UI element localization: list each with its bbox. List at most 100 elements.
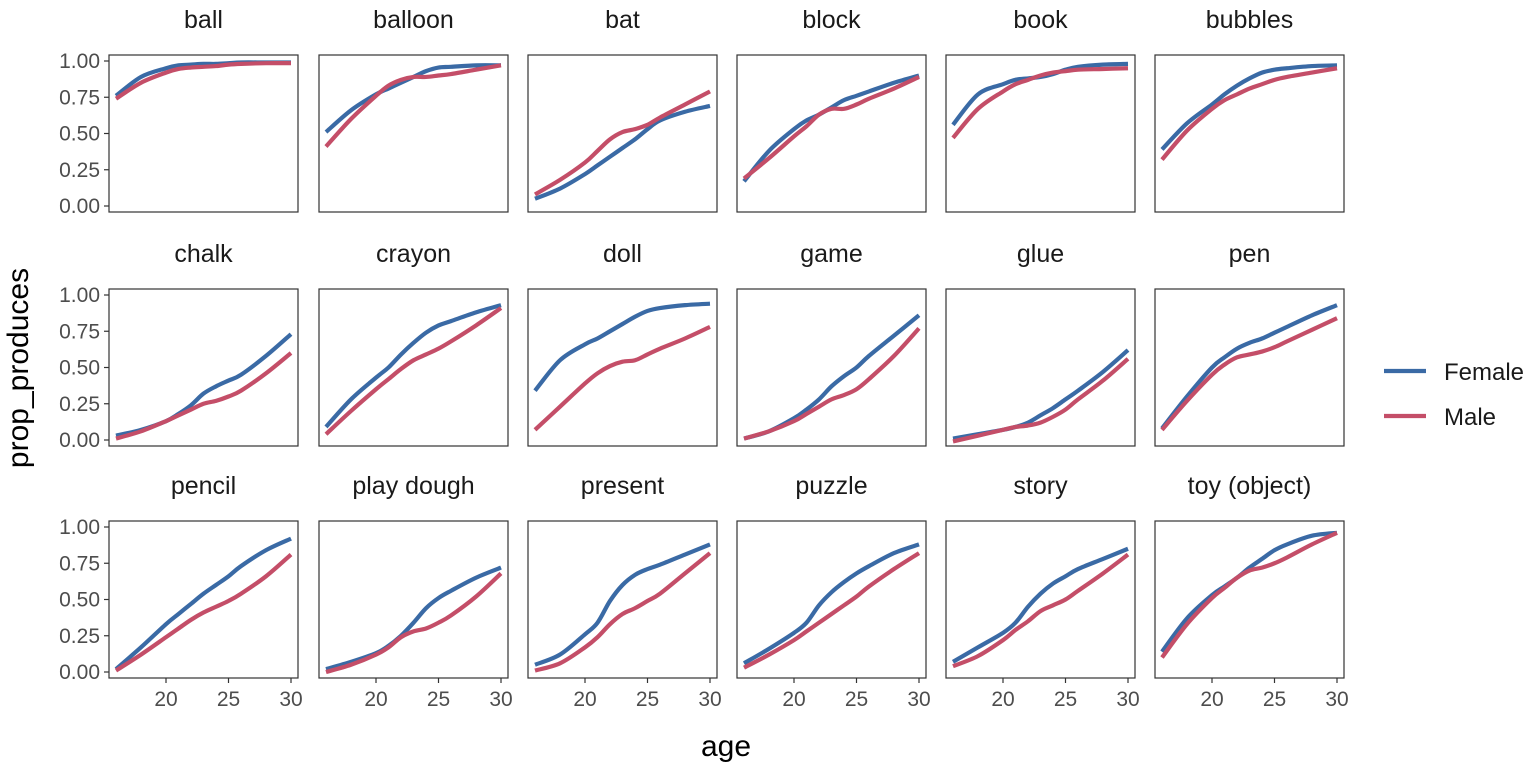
facet-title: pen: [1229, 240, 1271, 268]
facet-title: doll: [603, 240, 642, 268]
series-line-female: [1160, 530, 1338, 653]
facet-title: glue: [1017, 240, 1064, 268]
facet-title: book: [1013, 6, 1068, 34]
facet-title: pencil: [171, 472, 236, 500]
facet-title: play dough: [352, 472, 474, 500]
series-line-female: [742, 542, 920, 666]
facet-panels: ball 0.00 0.25 0.50 0.75 1.00 balloon bat block b…: [59, 6, 1349, 711]
panel-frame: [1154, 520, 1345, 679]
y-tick-label: 0.75: [59, 320, 100, 343]
series-line-female: [1160, 63, 1338, 151]
y-tick-label: 0.50: [59, 123, 100, 146]
series-line-male: [1160, 530, 1338, 659]
series-line-male: [114, 552, 293, 673]
y-tick-label: 0.00: [59, 429, 100, 452]
y-tick-label: 0.75: [59, 552, 100, 575]
x-tick-label: 25: [636, 688, 659, 711]
facet-panel-play-dough: play dough 20 25 30: [318, 472, 513, 711]
facet-title: bat: [605, 6, 640, 34]
series-line-male: [324, 306, 503, 436]
x-tick-label: 30: [907, 688, 930, 711]
series-line-male: [952, 357, 1130, 444]
facet-panel-balloon: balloon: [318, 6, 509, 213]
x-tick-label: 25: [1263, 688, 1286, 711]
series-line-male: [742, 75, 920, 181]
series-line-male: [743, 326, 921, 441]
facet-title: toy (object): [1188, 472, 1312, 500]
facet-title: crayon: [376, 240, 451, 268]
panel-frame: [736, 54, 927, 213]
panel-frame: [527, 288, 718, 447]
facet-panel-toy-object: toy (object) 20 25 30: [1154, 472, 1349, 711]
x-tick-label: 25: [1054, 688, 1077, 711]
series-line-male: [951, 66, 1129, 140]
y-tick-label: 0.25: [59, 159, 100, 182]
x-tick-label: 20: [364, 688, 387, 711]
series-line-female: [534, 542, 711, 667]
facet-panel-chalk: chalk 0.00 0.25 0.50 0.75 1.00: [59, 240, 299, 452]
legend-label-male: Male: [1444, 404, 1496, 431]
x-axis-title: age: [701, 730, 751, 763]
x-tick-label: 20: [1200, 688, 1223, 711]
facet-panel-story: story 20 25 30: [945, 472, 1140, 711]
x-tick-label: 20: [573, 688, 596, 711]
facet-panel-game: game: [736, 240, 927, 447]
facet-panel-crayon: crayon: [318, 240, 509, 447]
facet-title: story: [1013, 472, 1068, 500]
y-tick-label: 0.75: [59, 86, 100, 109]
facet-panel-block: block: [736, 6, 927, 213]
panel-frame: [736, 520, 927, 679]
x-tick-label: 30: [1325, 688, 1348, 711]
facet-title: game: [800, 240, 863, 268]
series-line-male: [1160, 66, 1338, 161]
series-line-female: [533, 301, 711, 393]
facet-panel-puzzle: puzzle 20 25 30: [736, 472, 931, 711]
x-tick-label: 20: [782, 688, 805, 711]
y-tick-label: 1.00: [59, 50, 100, 73]
series-line-male: [533, 89, 711, 197]
facet-panel-present: present 20 25 30: [527, 472, 722, 711]
panel-frame: [318, 54, 509, 213]
facet-title: balloon: [373, 6, 454, 34]
y-tick-label: 0.50: [59, 589, 100, 612]
panel-frame: [318, 288, 509, 447]
y-tick-label: 0.50: [59, 357, 100, 380]
panel-frame: [527, 520, 718, 679]
series-line-male: [743, 551, 921, 670]
x-tick-label: 20: [154, 688, 177, 711]
facet-panel-glue: glue: [945, 240, 1136, 447]
x-tick-label: 25: [845, 688, 868, 711]
panel-frame: [318, 520, 509, 679]
facet-title: chalk: [174, 240, 233, 268]
y-tick-label: 1.00: [59, 516, 100, 539]
facet-title: block: [802, 6, 861, 34]
series-line-female: [1160, 303, 1338, 430]
facet-title: puzzle: [795, 472, 867, 500]
panel-frame: [108, 288, 299, 447]
x-tick-label: 30: [279, 688, 302, 711]
x-tick-label: 20: [991, 688, 1014, 711]
facet-title: bubbles: [1206, 6, 1294, 34]
facet-title: ball: [184, 6, 223, 34]
facet-panel-bat: bat: [527, 6, 718, 213]
series-line-male: [952, 552, 1130, 669]
facet-panel-ball: ball 0.00 0.25 0.50 0.75 1.00: [59, 6, 299, 218]
series-line-male: [114, 61, 292, 101]
series-line-male: [115, 351, 293, 441]
legend-label-female: Female: [1444, 359, 1524, 386]
x-tick-label: 30: [489, 688, 512, 711]
series-line-female: [114, 536, 292, 671]
panel-frame: [945, 288, 1136, 447]
panel-frame: [108, 520, 299, 679]
series-line-female: [534, 103, 711, 201]
series-line-male: [533, 324, 711, 432]
series-line-female: [951, 546, 1129, 664]
panel-frame: [945, 520, 1136, 679]
series-line-male: [1160, 316, 1338, 432]
facet-panel-doll: doll: [527, 240, 718, 447]
panel-frame: [945, 54, 1136, 213]
panel-frame: [736, 288, 927, 447]
facet-panel-pencil: pencil 0.00 0.25 0.50 0.75 1.00 20 25 30: [59, 472, 303, 711]
facet-panel-book: book: [945, 6, 1136, 213]
x-tick-label: 30: [698, 688, 721, 711]
